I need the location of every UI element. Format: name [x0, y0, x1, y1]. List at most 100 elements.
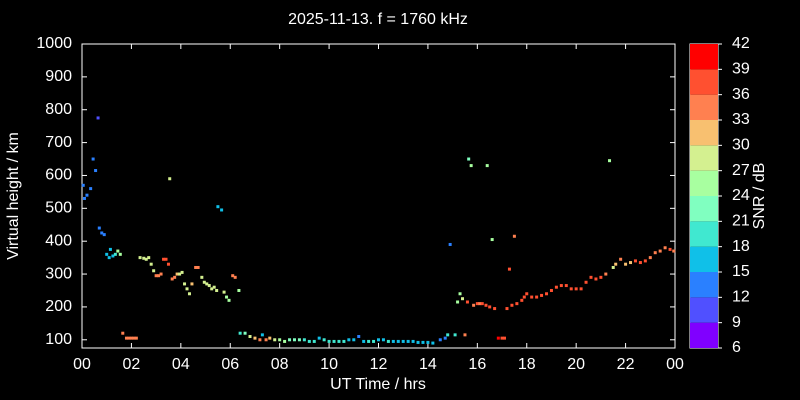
colorbar-tick-label: 12 [732, 289, 750, 306]
colorbar-tick-label: 21 [732, 213, 750, 230]
colorbar-segment [690, 69, 718, 95]
data-point [638, 261, 642, 265]
data-point [456, 300, 460, 304]
data-point [175, 272, 179, 276]
data-point [118, 252, 122, 256]
colorbar-tick-label: 18 [732, 238, 750, 255]
data-point [475, 302, 479, 306]
data-point [243, 331, 247, 335]
data-point [594, 277, 598, 281]
data-point [268, 336, 272, 340]
data-point [503, 336, 507, 340]
data-point [658, 249, 662, 253]
data-point [96, 116, 100, 120]
data-point [633, 259, 637, 263]
colorbar-segment [690, 94, 718, 120]
data-point [496, 336, 500, 340]
x-tick-label: 08 [271, 356, 289, 373]
data-point [185, 287, 189, 291]
data-point [438, 338, 442, 342]
colorbar-segment [690, 221, 718, 247]
data-point [215, 288, 219, 292]
data-point [121, 331, 125, 335]
data-point [152, 269, 156, 273]
data-point [372, 339, 376, 343]
data-point [545, 292, 549, 296]
data-point [200, 275, 204, 279]
colorbar-segment [690, 44, 718, 70]
data-point [216, 205, 220, 209]
data-point [653, 251, 657, 255]
data-point [472, 303, 476, 307]
data-point [312, 339, 316, 343]
colorbar-segment [690, 246, 718, 272]
data-point [187, 292, 191, 296]
colorbar-segment [690, 196, 718, 222]
data-point [426, 340, 430, 344]
data-point [488, 305, 492, 309]
y-tick-label: 800 [45, 101, 72, 118]
data-point [278, 338, 282, 342]
data-point [357, 334, 361, 338]
data-point [170, 277, 174, 281]
data-point [525, 292, 529, 296]
data-point [233, 275, 237, 279]
data-point [446, 333, 450, 337]
data-point [663, 246, 667, 250]
data-point [107, 256, 111, 260]
data-point [253, 336, 257, 340]
data-point [416, 340, 420, 344]
data-point [431, 341, 435, 345]
data-point [512, 234, 516, 238]
data-point [194, 265, 198, 269]
data-point [421, 340, 425, 344]
data-point [515, 302, 519, 306]
data-point [202, 280, 206, 284]
data-point [162, 257, 166, 261]
data-point [500, 336, 504, 340]
data-point [453, 333, 457, 337]
data-point [102, 233, 106, 237]
data-point [564, 284, 568, 288]
data-point [478, 302, 482, 306]
data-point [273, 338, 277, 342]
data-point [520, 298, 524, 302]
x-tick-label: 14 [419, 356, 437, 373]
data-point [579, 287, 583, 291]
data-point [485, 164, 489, 168]
data-point [190, 282, 194, 286]
data-point [465, 300, 469, 304]
data-point [85, 193, 89, 197]
data-point [134, 336, 138, 340]
colorbar-tick-label: 6 [732, 339, 741, 356]
y-tick-label: 400 [45, 232, 72, 249]
y-tick-label: 200 [45, 298, 72, 315]
data-point [89, 187, 93, 191]
data-point [248, 334, 252, 338]
data-point [124, 336, 128, 340]
data-point [138, 256, 142, 260]
data-point [205, 282, 209, 286]
colorbar-segment [690, 272, 718, 298]
colorbar-tick-label: 24 [732, 187, 750, 204]
x-tick-label: 04 [172, 356, 190, 373]
data-point [173, 275, 177, 279]
y-tick-label: 1000 [36, 35, 72, 52]
data-point [611, 265, 615, 269]
data-point [129, 336, 133, 340]
data-point [212, 285, 216, 289]
x-tick-label: 06 [221, 356, 239, 373]
data-point [332, 339, 336, 343]
data-point [342, 339, 346, 343]
data-point [530, 295, 534, 299]
data-point [149, 262, 153, 266]
data-point [672, 249, 676, 253]
data-point [362, 339, 366, 343]
data-point [317, 336, 321, 340]
data-point [643, 259, 647, 263]
data-point [238, 331, 242, 335]
data-point [480, 302, 484, 306]
y-tick-label: 900 [45, 68, 72, 85]
y-tick-label: 600 [45, 167, 72, 184]
